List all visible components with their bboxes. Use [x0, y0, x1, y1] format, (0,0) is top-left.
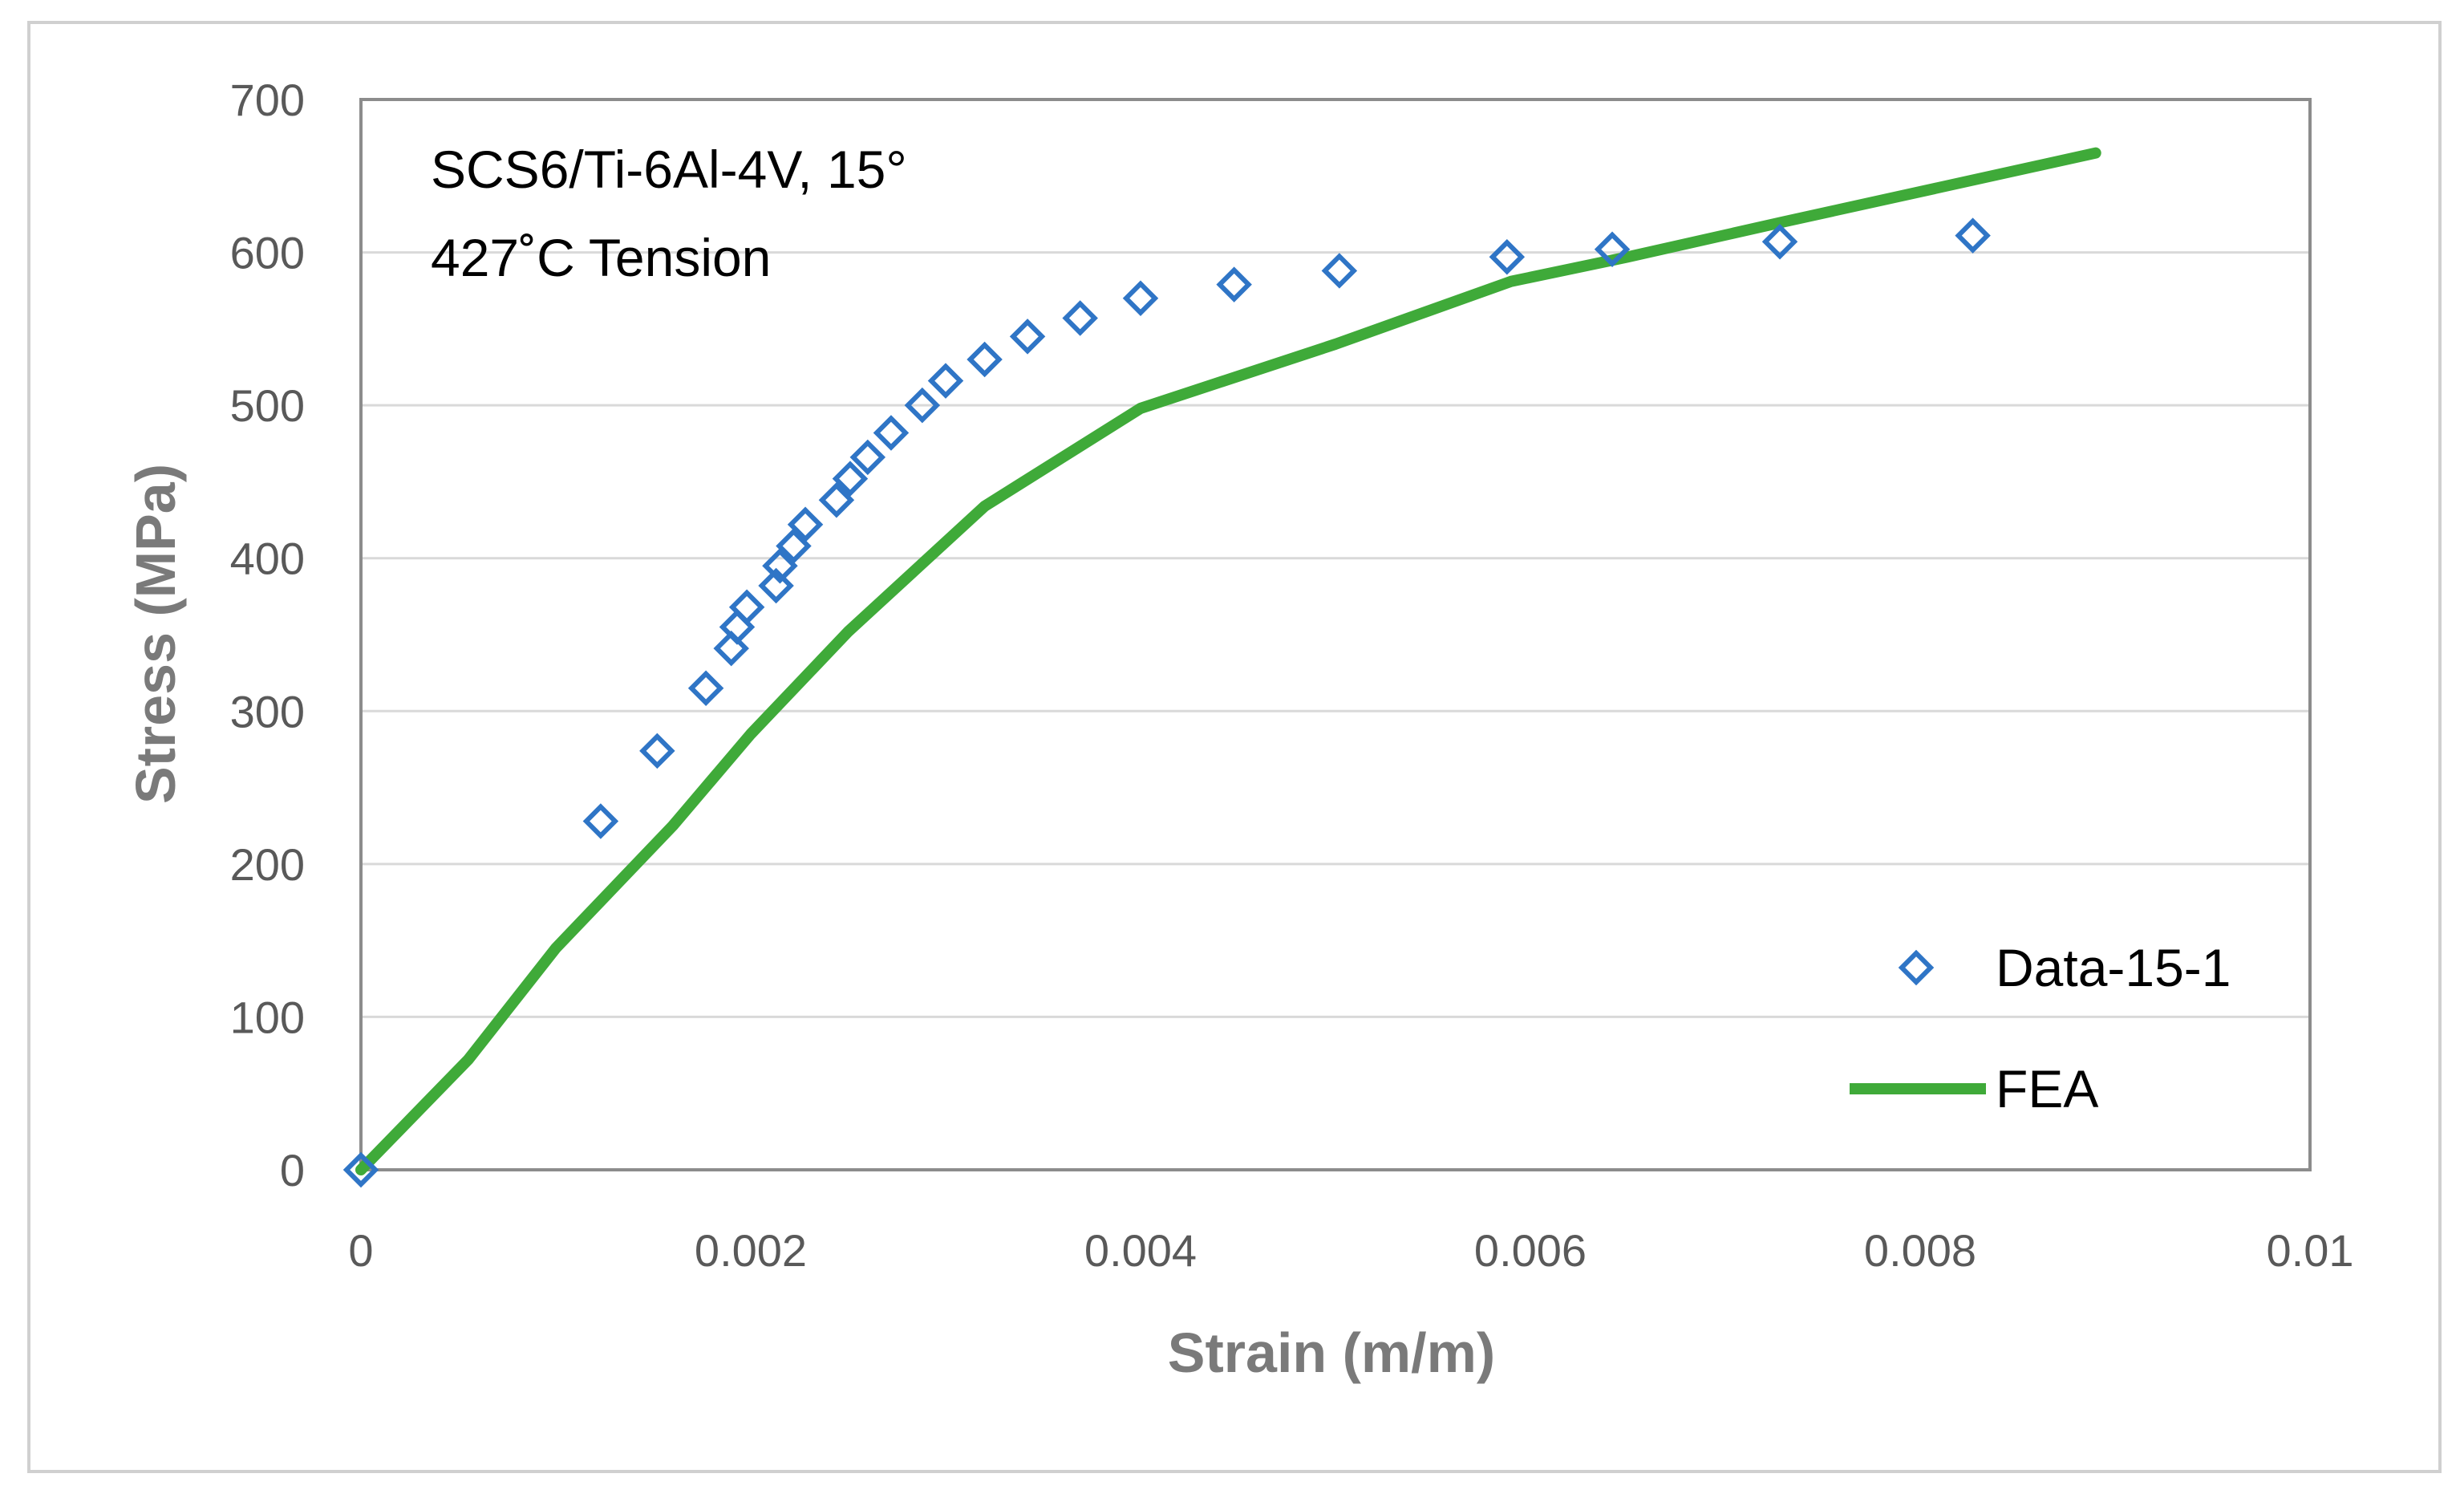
- y-tick-label: 500: [230, 380, 305, 431]
- data-point-diamond: [582, 803, 619, 839]
- data-point-diamond: [1321, 253, 1358, 289]
- y-axis-ticks: 0 100 200 300 400 500 600 700: [230, 75, 305, 1195]
- legend-marker-data-15-1: [1898, 949, 1935, 986]
- y-axis-title: Stress (MPa): [124, 464, 187, 804]
- data-point-diamond: [873, 415, 910, 451]
- series-layer: [342, 147, 2101, 1188]
- data-point-diamond: [687, 670, 724, 706]
- data-point-diamond: [849, 439, 886, 476]
- data-point-diamond: [1122, 280, 1159, 316]
- data-point-diamond: [1062, 300, 1098, 336]
- y-tick-label: 0: [280, 1145, 305, 1195]
- data-point-diamond: [927, 363, 964, 399]
- x-tick-label: 0: [348, 1225, 373, 1276]
- legend-label-data-15-1: Data-15-1: [1996, 938, 2231, 997]
- x-tick-label: 0.008: [1864, 1225, 1976, 1276]
- chart-frame: [27, 21, 2442, 1473]
- data-point-diamond: [713, 630, 749, 667]
- x-tick-label: 0.006: [1474, 1225, 1587, 1276]
- fea-line: [355, 147, 2101, 1175]
- y-tick-label: 100: [230, 992, 305, 1042]
- annotation-line-1: SCS6/Ti-6Al-4V, 15°: [431, 140, 907, 199]
- data-point-diamond: [776, 528, 812, 564]
- x-tick-label: 0.01: [2267, 1225, 2354, 1276]
- data-point-diamond: [818, 482, 855, 518]
- data-point-diamond: [1009, 319, 1046, 355]
- data-point-diamond: [1216, 266, 1252, 302]
- data-point-diamond: [639, 733, 675, 769]
- gridlines: [361, 98, 2310, 1171]
- y-tick-label: 600: [230, 228, 305, 278]
- data-point-diamond: [787, 506, 824, 543]
- y-tick-label: 700: [230, 75, 305, 125]
- data-point-diamond: [904, 387, 941, 424]
- data-point-diamond: [758, 567, 794, 604]
- annotation-line-2: 427˚C Tension: [431, 228, 771, 287]
- data-point-diamond: [1489, 239, 1526, 275]
- data-point-diamond: [1594, 231, 1631, 268]
- plot-area-border: [359, 98, 2312, 1171]
- data-point-diamond: [728, 589, 765, 625]
- x-tick-label: 0.002: [695, 1225, 807, 1276]
- data-point-diamond: [1955, 217, 1991, 254]
- legend-label-fea: FEA: [1996, 1059, 2098, 1118]
- y-tick-label: 300: [230, 686, 305, 737]
- data-point-diamond: [832, 461, 869, 497]
- legend: Data-15-1 FEA: [1850, 938, 2231, 1118]
- data-point-diamond: [762, 548, 798, 584]
- x-tick-label: 0.004: [1084, 1225, 1197, 1276]
- y-tick-label: 200: [230, 839, 305, 890]
- y-tick-label: 400: [230, 534, 305, 584]
- x-axis-title: Strain (m/m): [1168, 1321, 1495, 1384]
- data-point-diamond: [1761, 223, 1798, 260]
- x-axis-ticks: 0 0.002 0.004 0.006 0.008 0.01: [348, 1225, 2353, 1276]
- data-point-diamond: [342, 1151, 379, 1188]
- data-point-diamond: [967, 341, 1003, 378]
